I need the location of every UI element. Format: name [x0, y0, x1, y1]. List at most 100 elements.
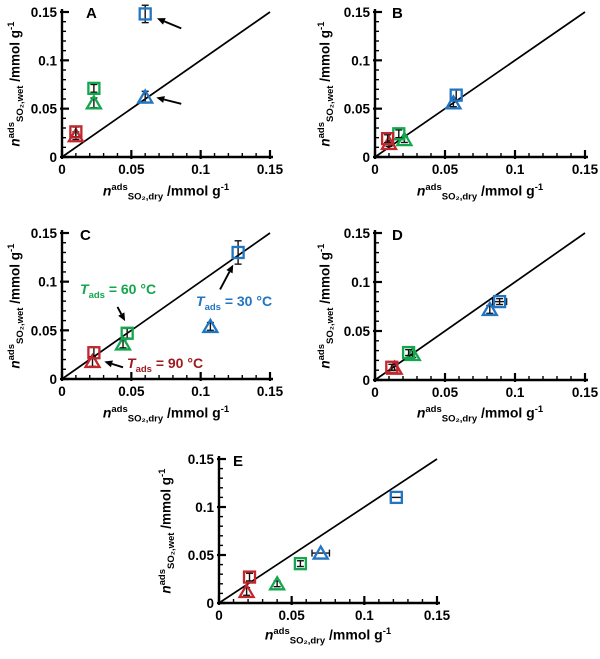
x-tick-label: 0.1 [355, 608, 374, 623]
annotation-text: = 60 °C [104, 281, 157, 297]
xlabel-n: n [416, 182, 426, 199]
arrow-shaft [163, 98, 182, 105]
series-green60 [84, 81, 103, 110]
annotation-tads-30: Tads = 30 °C [196, 293, 272, 313]
panel-d-y-axis-label: nadsSO₂,wet /mmol g-1 [316, 211, 336, 401]
xlabel-unit-exp: -1 [220, 404, 230, 415]
xlabel-sub: SO₂,dry [127, 413, 164, 425]
annotation-t-sub: ads [204, 301, 221, 313]
annotation-t: T [127, 355, 136, 371]
series-green60 [268, 556, 308, 591]
x-tick-label: 0.15 [257, 162, 284, 177]
ylabel-n: n [7, 360, 23, 369]
panel-e-x-axis-label: nadsSO₂,dry /mmol g-1 [238, 626, 418, 646]
marker-triangle [444, 94, 463, 110]
y-tick-label: 0 [206, 596, 214, 611]
panel-d: 0 0 0.05 0.05 0.1 0.1 0.15 0.15 D nadsSO₂,wet /m… [300, 220, 600, 440]
panel-e-y-axis-label: nadsSO₂,wet /mmol g-1 [157, 436, 177, 626]
y-tick-label: 0.15 [188, 452, 215, 467]
marker-triangle [480, 300, 499, 317]
xlabel-unit: /mmol g [477, 182, 535, 199]
ylabel-sub: SO₂,wet [15, 307, 27, 344]
x-tick-label: 0 [371, 162, 379, 177]
marker-square [231, 245, 245, 260]
marker-triangle [311, 544, 330, 560]
arrow-shaft [164, 20, 182, 30]
xlabel-sup: ads [111, 404, 128, 415]
x-tick-label: 0.1 [506, 385, 525, 400]
series-blue30 [444, 88, 463, 110]
panel-a-y-axis-label: nadsSO₂,wet /mmol g-1 [6, 0, 26, 179]
marker-square [242, 570, 257, 584]
annotation-t-sub: ads [88, 289, 105, 301]
ylabel-sup: ads [5, 343, 17, 361]
panel-c-plot: 00 0.05 0.05 0.1 0.1 0.15 0.15 C [31, 226, 284, 399]
ylabel-unit-exp: -1 [5, 21, 17, 31]
xlabel-unit: /mmol g [163, 182, 221, 199]
arrow-head [104, 360, 113, 368]
x-tick-label: 0.15 [572, 162, 599, 177]
marker-triangle [83, 352, 102, 369]
xlabel-unit-exp: -1 [534, 404, 544, 415]
marker-square [69, 125, 83, 139]
arrow-head [156, 96, 165, 103]
series-red90 [237, 570, 257, 599]
marker-triangle [268, 575, 287, 591]
y-tick-label: 0.1 [38, 53, 57, 68]
series-green60 [114, 326, 134, 351]
ylabel-unit-exp: -1 [315, 243, 327, 253]
arrow-shaft [116, 306, 123, 315]
x-tick-label: 0.1 [506, 162, 525, 177]
xlabel-sub: SO₂,dry [289, 635, 326, 647]
marker-square [449, 88, 463, 102]
series-green60 [401, 345, 422, 362]
series-blue30 [480, 294, 508, 317]
panel-a: 0 0 0.05 0.05 0.1 0.1 0.15 0.15 A nadsSO₂,wet /m… [0, 0, 300, 220]
x-tick-label: 0.1 [191, 162, 210, 177]
ylabel-sup: ads [315, 343, 327, 361]
series-blue30 [311, 490, 403, 560]
xlabel-sup: ads [111, 182, 128, 193]
annotation-text: = 30 °C [220, 293, 273, 309]
marker-square [87, 346, 101, 360]
x-tick-label: 0.15 [257, 384, 284, 399]
ylabel-n: n [317, 138, 333, 147]
parity-line [61, 11, 271, 158]
arrow-head [156, 18, 166, 25]
panel-b: 0 0 0.05 0.05 0.1 0.1 0.15 0.15 B nadsSO₂,wet /m… [300, 0, 600, 220]
xlabel-unit-exp: -1 [220, 182, 230, 193]
panel-a-plot: 00 0.05 0.05 0.1 0.1 0.15 0.15 A [31, 4, 284, 177]
panel-b-x-axis-label: nadsSO₂,dry /mmol g-1 [390, 182, 570, 202]
arrow-head [118, 312, 126, 322]
y-tick-label: 0.15 [344, 226, 371, 241]
parity-line [374, 11, 586, 158]
panel-letter: C [80, 227, 91, 244]
ylabel-n: n [317, 360, 333, 369]
x-tick-label: 0.05 [279, 608, 306, 623]
y-tick-label: 0.05 [344, 102, 371, 117]
ylabel-n: n [158, 585, 174, 594]
marker-square [293, 556, 308, 571]
marker-triangle [84, 94, 103, 110]
y-tick-label: 0.05 [31, 323, 58, 338]
panel-letter: A [86, 5, 97, 22]
x-tick-label: 0 [58, 162, 66, 177]
y-tick-label: 0 [362, 373, 370, 388]
series-red90 [83, 346, 102, 369]
series-red90 [379, 131, 399, 151]
panel-letter: D [392, 227, 403, 244]
marker-triangle [201, 317, 220, 334]
xlabel-unit: /mmol g [163, 404, 221, 421]
arrow-shaft [219, 271, 231, 290]
marker-triangle [114, 335, 133, 351]
xlabel-sup: ads [273, 626, 290, 637]
annotation-t-sub: ads [135, 363, 152, 375]
y-tick-label: 0.05 [344, 324, 371, 339]
xlabel-n: n [102, 182, 112, 199]
annotation-t: T [196, 293, 205, 309]
panel-letter: E [233, 453, 243, 470]
ylabel-sub: SO₂,wet [15, 85, 27, 122]
xlabel-n: n [102, 404, 112, 421]
xlabel-n: n [416, 404, 426, 421]
annotation-tads-60: Tads = 60 °C [80, 281, 156, 301]
